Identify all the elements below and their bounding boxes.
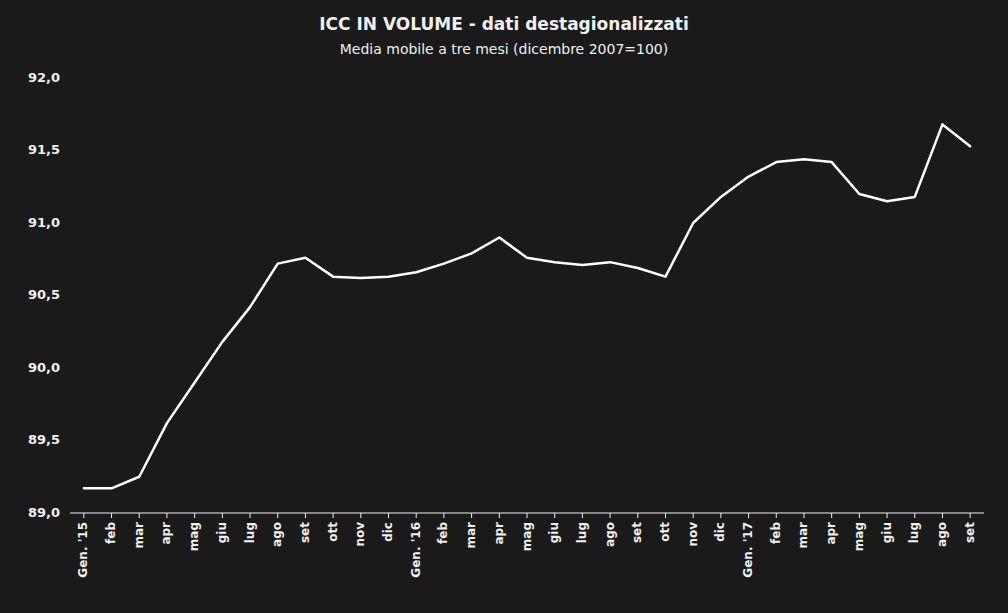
x-tick-label: ago bbox=[603, 522, 617, 547]
x-tick bbox=[83, 513, 84, 518]
x-tick bbox=[942, 513, 943, 518]
x-tick-label: nov bbox=[686, 522, 700, 547]
data-line bbox=[84, 124, 970, 488]
x-tick-label: lug bbox=[243, 522, 257, 543]
x-tick-label: Gen. '15 bbox=[76, 522, 90, 578]
x-tick-label: nov bbox=[353, 522, 367, 547]
x-tick-label: ott bbox=[326, 522, 340, 542]
x-tick-label: giu bbox=[547, 522, 561, 543]
x-tick bbox=[776, 513, 777, 518]
y-tick-label: 90,5 bbox=[28, 287, 60, 302]
x-tick bbox=[748, 513, 749, 518]
x-tick bbox=[139, 513, 140, 518]
x-tick-label: Gen. '17 bbox=[741, 522, 755, 578]
x-tick bbox=[360, 513, 361, 518]
x-tick bbox=[803, 513, 804, 518]
x-tick bbox=[499, 513, 500, 518]
x-tick-label: apr bbox=[492, 522, 506, 545]
y-tick-label: 89,5 bbox=[28, 432, 60, 447]
x-tick-label: mag bbox=[520, 522, 534, 551]
x-tick bbox=[720, 513, 721, 518]
y-tick-label: 89,0 bbox=[28, 505, 60, 520]
x-tick bbox=[859, 513, 860, 518]
x-tick-label: feb bbox=[436, 522, 450, 544]
x-tick bbox=[527, 513, 528, 518]
x-tick bbox=[250, 513, 251, 518]
x-tick-label: feb bbox=[104, 522, 118, 544]
x-tick-label: set bbox=[963, 522, 977, 543]
x-tick-label: lug bbox=[575, 522, 589, 543]
x-tick bbox=[831, 513, 832, 518]
subtitle: Media mobile a tre mesi (dicembre 2007=1… bbox=[340, 41, 668, 57]
y-tick-label: 91,0 bbox=[28, 215, 60, 230]
x-tick-label: Gen. '16 bbox=[409, 522, 423, 578]
x-tick bbox=[166, 513, 167, 518]
plot-area bbox=[84, 124, 970, 488]
title: ICC IN VOLUME - dati destagionalizzati bbox=[319, 14, 688, 34]
x-tick bbox=[693, 513, 694, 518]
x-axis: Gen. '15febmaraprmaggiulugagosetottnovdi… bbox=[70, 513, 984, 578]
y-tick-label: 92,0 bbox=[28, 70, 60, 85]
x-tick-label: ago bbox=[935, 522, 949, 547]
x-tick bbox=[887, 513, 888, 518]
x-tick bbox=[970, 513, 971, 518]
x-tick-label: dic bbox=[381, 522, 395, 542]
x-tick bbox=[388, 513, 389, 518]
x-tick-label: mag bbox=[852, 522, 866, 551]
x-tick bbox=[194, 513, 195, 518]
x-tick-label: mag bbox=[187, 522, 201, 551]
x-tick bbox=[416, 513, 417, 518]
x-tick bbox=[222, 513, 223, 518]
background bbox=[0, 0, 1008, 613]
x-tick-label: apr bbox=[159, 522, 173, 545]
x-tick-label: mar bbox=[796, 522, 810, 549]
x-tick-label: giu bbox=[880, 522, 894, 543]
x-tick bbox=[443, 513, 444, 518]
x-tick-label: giu bbox=[215, 522, 229, 543]
x-tick bbox=[610, 513, 611, 518]
x-tick-label: mar bbox=[464, 522, 478, 549]
x-tick-label: mar bbox=[132, 522, 146, 549]
x-tick bbox=[305, 513, 306, 518]
y-tick-label: 90,0 bbox=[28, 360, 60, 375]
x-tick-label: lug bbox=[907, 522, 921, 543]
chart: ICC IN VOLUME - dati destagionalizzati Me… bbox=[0, 0, 1008, 613]
x-tick bbox=[665, 513, 666, 518]
y-tick-label: 91,5 bbox=[28, 142, 60, 157]
x-tick bbox=[111, 513, 112, 518]
x-tick-label: set bbox=[630, 522, 644, 543]
x-tick-label: apr bbox=[824, 522, 838, 545]
x-tick bbox=[914, 513, 915, 518]
x-tick-label: dic bbox=[713, 522, 727, 542]
x-tick-label: ott bbox=[658, 522, 672, 542]
y-axis: 89,0 89,5 90,0 90,5 91,0 91,5 92,0 bbox=[28, 70, 60, 520]
x-tick bbox=[333, 513, 334, 518]
x-tick-label: ago bbox=[270, 522, 284, 547]
x-tick bbox=[277, 513, 278, 518]
x-tick bbox=[582, 513, 583, 518]
x-tick-label: set bbox=[298, 522, 312, 543]
x-tick bbox=[637, 513, 638, 518]
x-tick bbox=[471, 513, 472, 518]
x-tick-label: feb bbox=[769, 522, 783, 544]
x-tick bbox=[554, 513, 555, 518]
